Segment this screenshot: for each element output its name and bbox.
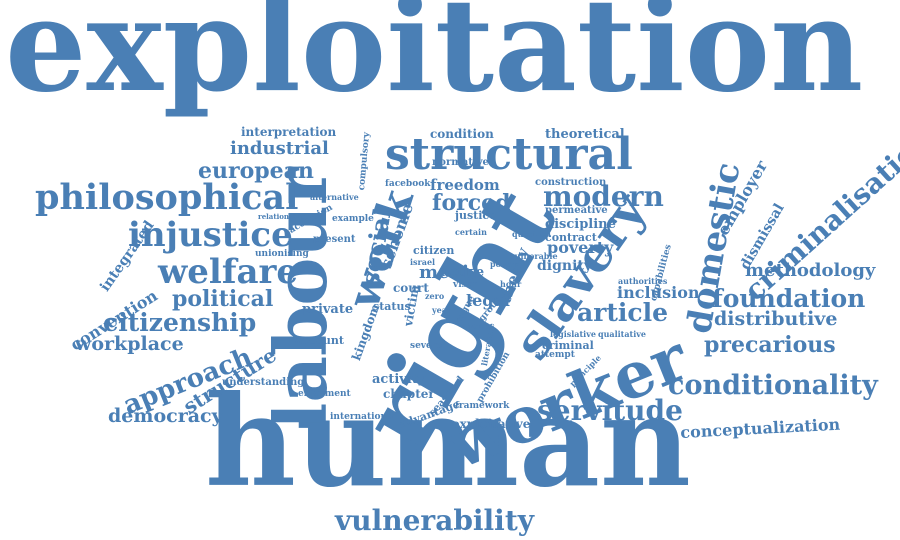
word-qualitative: qualitative <box>598 329 647 339</box>
word-framework: framework <box>455 401 510 411</box>
word-conceptualization: conceptualization <box>679 414 841 442</box>
word-private: private <box>302 302 354 317</box>
word-understanding: understanding <box>222 377 305 388</box>
word-hour: hour <box>500 279 522 289</box>
word-human: human <box>205 369 691 515</box>
word-workplace: workplace <box>75 333 184 355</box>
word-conditionality: conditionality <box>668 370 878 401</box>
word-inclusion: inclusion <box>617 283 700 302</box>
word-freedom: freedom <box>430 176 500 194</box>
word-precarious: precarious <box>704 332 836 358</box>
word-example: example <box>332 214 374 224</box>
word-discipline: discipline <box>545 217 616 232</box>
word-court: court <box>393 281 429 295</box>
word-compulsory: compulsory <box>357 131 373 191</box>
word-injustice: injustice <box>128 215 293 255</box>
word-distributive: distributive <box>714 308 838 330</box>
word-philosophical: philosophical <box>35 177 299 218</box>
word-relationship: relationship <box>258 212 306 221</box>
word-exploitation: exploitation <box>5 0 864 121</box>
word-servitude: servitude <box>537 394 683 427</box>
word-vulnerability: vulnerability <box>335 504 535 537</box>
word-legal: legal <box>466 291 510 310</box>
word-legislative: legislative <box>550 329 596 339</box>
word-certain: certain <box>455 227 487 237</box>
word-political: political <box>172 286 274 312</box>
word-welfare: welfare <box>158 252 299 292</box>
word-methodology: methodology <box>745 260 876 281</box>
word-vison: vison <box>453 280 480 290</box>
word-criminal: criminal <box>542 339 594 352</box>
word-forced: forced <box>432 190 511 216</box>
word-construction: construction <box>535 177 607 188</box>
word-question: question <box>512 229 551 239</box>
word-theoretical: theoretical <box>545 127 625 142</box>
word-present: present <box>313 234 356 245</box>
word-media: media <box>419 262 481 283</box>
word-european: european <box>198 158 314 184</box>
word-year: year <box>432 305 452 315</box>
word-account: account <box>295 334 344 347</box>
word-justice: justice <box>455 209 497 222</box>
word-foundation: foundation <box>712 284 866 313</box>
word-condition: condition <box>430 127 494 141</box>
word-facebook: facebook <box>385 179 431 189</box>
word-interpretation: interpretation <box>241 125 337 139</box>
word-industrial: industrial <box>230 138 329 159</box>
word-exploitative: exploitative <box>452 417 531 431</box>
word-authorities: authorities <box>618 276 668 286</box>
word-severe: severe <box>410 341 443 351</box>
word-permeative: permeative <box>545 205 608 216</box>
word-international: international <box>330 412 397 422</box>
word-democracy: democracy <box>108 405 223 427</box>
word-attempt: attempt <box>535 350 575 360</box>
word-modern: modern <box>543 180 664 213</box>
word-zero: zero <box>425 291 445 301</box>
word-alternative: alternative <box>310 192 359 202</box>
word-contract: contract <box>545 231 597 244</box>
word-enjoyment: enjoyment <box>298 389 351 399</box>
word-chapter: chapter <box>383 387 435 401</box>
word-status: status <box>373 300 411 313</box>
word-activity: activity <box>372 372 426 387</box>
word-unionising: unionising <box>255 249 309 259</box>
word-article: article <box>577 298 669 327</box>
word-structural: structural <box>385 129 633 180</box>
word-israel: israel <box>410 257 436 267</box>
word-home: home <box>466 321 491 331</box>
word-power: power <box>490 259 518 269</box>
word-normative: normative <box>432 157 489 168</box>
word-citizenship: citizenship <box>103 308 257 337</box>
word-citizen: citizen <box>413 244 455 257</box>
word-dignity: dignity <box>537 258 592 274</box>
word-poverty: poverty <box>547 238 614 257</box>
word-active: active <box>441 265 485 280</box>
word-vulnerable: vulnerable <box>510 251 558 261</box>
